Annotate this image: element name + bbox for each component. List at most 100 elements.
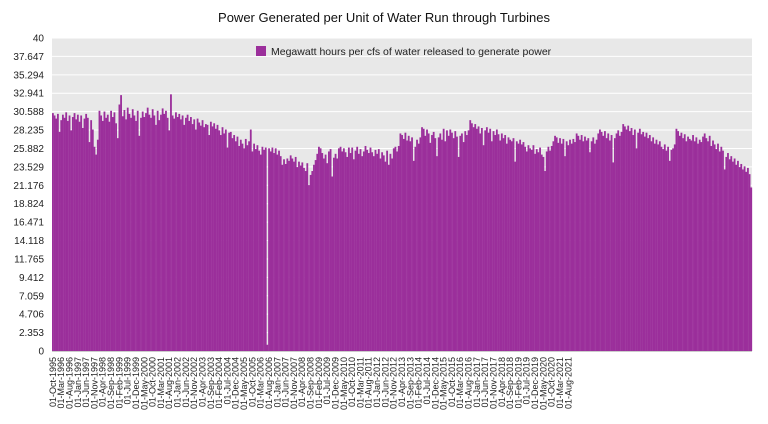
bar: [475, 128, 478, 351]
bar: [216, 124, 219, 351]
bar: [155, 124, 157, 351]
bar: [404, 132, 407, 351]
bar: [600, 131, 603, 351]
x-tick-label: 01-Aug-2001: [164, 357, 174, 409]
bar: [111, 117, 114, 351]
bar: [540, 154, 543, 351]
bar: [321, 153, 324, 351]
y-tick-label: 30.588: [13, 107, 44, 118]
bar: [623, 126, 626, 351]
bar: [552, 141, 555, 351]
bar: [121, 116, 124, 351]
bar: [176, 117, 179, 351]
x-tick-label: 01-Jul-2014: [422, 357, 432, 405]
x-tick-label: 01-Sep-1998: [106, 357, 116, 409]
bar: [308, 185, 310, 351]
x-tick-label: 01-Mar-1996: [56, 357, 66, 409]
bar: [193, 119, 196, 351]
bar: [160, 114, 162, 351]
bar: [359, 149, 362, 351]
bar: [140, 117, 142, 351]
x-tick-label: 01-Dec-2004: [231, 357, 241, 409]
bar: [85, 113, 88, 352]
bar: [331, 176, 334, 351]
x-tick-label: 01-Oct-2000: [148, 357, 158, 407]
bar: [492, 131, 495, 351]
bar: [376, 153, 379, 351]
bar: [618, 135, 621, 351]
x-tick-label: 01-Aug-2006: [264, 357, 274, 409]
y-tick-label: 0: [38, 347, 44, 358]
bar: [357, 153, 360, 351]
bar: [238, 145, 241, 351]
bar: [334, 153, 337, 351]
bar: [151, 109, 154, 352]
bar: [326, 163, 329, 351]
bar: [560, 143, 563, 351]
bar: [166, 117, 169, 351]
bar: [464, 131, 467, 351]
x-tick-label: 01-Sep-2018: [505, 357, 515, 409]
bar: [673, 144, 676, 351]
bar: [171, 115, 174, 351]
bar: [243, 148, 246, 351]
bar: [569, 139, 571, 351]
bar: [652, 137, 655, 351]
bar: [547, 146, 550, 351]
bar: [256, 145, 259, 351]
bar: [95, 154, 98, 351]
bar: [715, 149, 718, 351]
bar: [284, 163, 287, 351]
bar: [56, 113, 59, 352]
bar: [161, 108, 164, 351]
bar: [690, 140, 693, 351]
bar: [80, 115, 83, 351]
bar: [567, 145, 570, 351]
x-tick-label: 01-Oct-2015: [447, 357, 457, 407]
bar: [339, 146, 342, 351]
bar: [480, 127, 483, 352]
x-tick-label: 01-Jan-2012: [372, 357, 382, 408]
bar: [125, 119, 127, 351]
bar: [582, 141, 585, 351]
bar: [437, 137, 440, 351]
bar: [163, 113, 166, 352]
bar: [487, 132, 490, 351]
bar: [341, 151, 344, 351]
bar: [381, 152, 384, 351]
bar: [703, 133, 706, 351]
bar: [406, 140, 408, 351]
bar: [617, 130, 620, 351]
bar: [742, 169, 744, 351]
bar: [180, 119, 182, 351]
x-tick-label: 01-Mar-2006: [256, 357, 266, 409]
x-tick-label: 01-Apr-2018: [497, 357, 507, 407]
bar: [411, 137, 413, 351]
bar: [115, 123, 117, 351]
bar: [688, 138, 691, 351]
x-tick-label: 01-Sep-2008: [306, 357, 316, 409]
bar: [637, 132, 640, 351]
bar: [515, 141, 518, 351]
bar: [555, 137, 558, 351]
bar: [283, 159, 285, 351]
bar: [535, 149, 538, 351]
bar: [424, 135, 427, 351]
bar: [183, 124, 186, 351]
bar: [574, 142, 576, 351]
bar: [213, 123, 216, 351]
bar: [539, 147, 541, 351]
bar: [707, 141, 709, 351]
bar: [595, 139, 598, 351]
bar: [218, 130, 221, 351]
bar: [442, 128, 445, 351]
bar: [199, 125, 202, 351]
bar: [580, 135, 583, 351]
bar: [105, 117, 108, 351]
bar: [399, 133, 402, 351]
bar: [723, 169, 726, 351]
bar: [175, 112, 177, 351]
bar: [720, 146, 723, 351]
bar: [436, 156, 438, 351]
bar: [382, 155, 385, 352]
